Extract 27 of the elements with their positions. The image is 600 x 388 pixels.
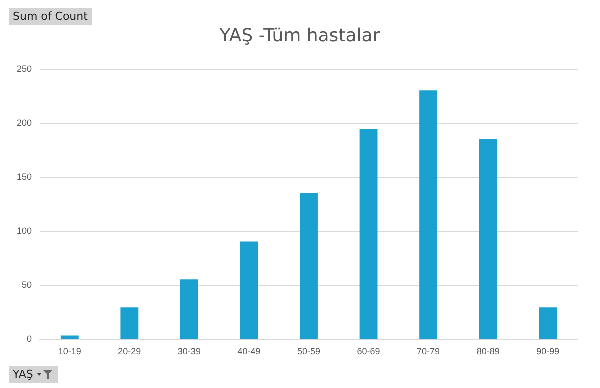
x-tick-label: 30-39: [178, 346, 201, 356]
x-tick-label: 10-19: [58, 346, 82, 356]
x-tick-label: 60-69: [357, 346, 380, 356]
y-tick-label: 0: [26, 334, 32, 344]
x-tick-label: 40-49: [238, 346, 261, 356]
x-tick-label: 50-59: [297, 346, 321, 356]
bar: [539, 308, 558, 339]
y-tick-label: 200: [16, 118, 32, 128]
x-tick-label: 20-29: [118, 346, 142, 356]
y-tick-label: 250: [16, 64, 32, 74]
bar: [300, 193, 318, 339]
chart-title: YAŞ -Tüm hastalar: [218, 26, 381, 46]
y-axis-title: Sum of Count: [9, 8, 92, 25]
x-tick-label: 90-99: [536, 346, 560, 356]
bar: [120, 308, 139, 339]
bar: [360, 129, 378, 339]
x-tick-label: 70-79: [417, 346, 440, 356]
y-tick-label: 50: [22, 280, 32, 290]
x-axis-title: YAŞ: [13, 368, 34, 381]
bar: [180, 280, 198, 339]
x-tick-label: 80-89: [476, 346, 500, 356]
bar: [479, 139, 498, 339]
bar: [240, 242, 258, 339]
bar: [60, 336, 79, 339]
y-tick-label: 150: [16, 172, 32, 182]
y-tick-label: 100: [16, 226, 32, 236]
bar: [420, 90, 438, 339]
